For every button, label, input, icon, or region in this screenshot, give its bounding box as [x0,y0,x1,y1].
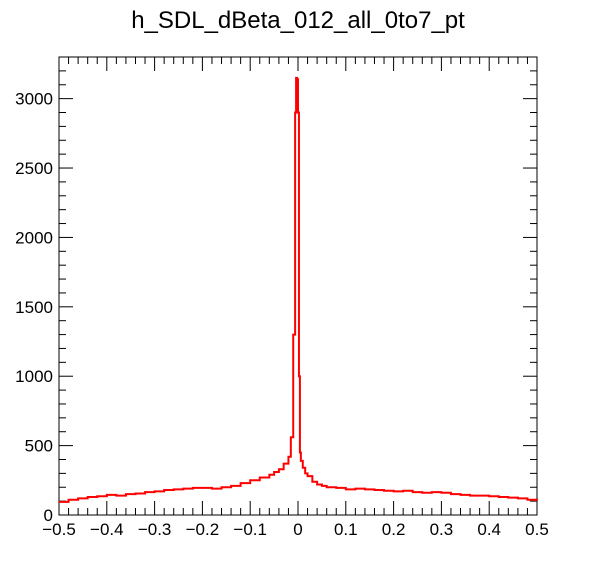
x-tick-label: 0.4 [477,520,501,539]
x-tick-label: −0.4 [90,520,124,539]
x-tick-label: 0.3 [430,520,454,539]
series-layer [59,76,538,503]
chart-title: h_SDL_dBeta_012_all_0to7_pt [131,7,465,34]
x-tick-label: 0.1 [334,520,358,539]
y-tick-label: 500 [25,437,53,456]
x-tick-label: 0.5 [525,520,549,539]
x-tick-label: −0.2 [186,520,220,539]
x-tick-label: −0.1 [233,520,267,539]
x-tick-label: 0 [293,520,302,539]
y-tick-label: 2000 [15,228,53,247]
x-tick-label: −0.3 [138,520,172,539]
x-tick-label: −0.5 [42,520,76,539]
axis-ticks [58,56,538,516]
y-tick-label: 0 [44,506,53,525]
y-tick-label: 3000 [15,90,53,109]
y-tick-label: 1500 [15,298,53,317]
series-line [59,76,538,503]
axis-tick-labels: −0.5 −0.4 −0.3 −0.2 −0.1 0 0.1 0.2 0.3 0.4 0.5 0 500… [15,90,549,539]
y-tick-label: 2500 [15,159,53,178]
x-tick-label: 0.2 [382,520,406,539]
y-tick-label: 1000 [15,367,53,386]
